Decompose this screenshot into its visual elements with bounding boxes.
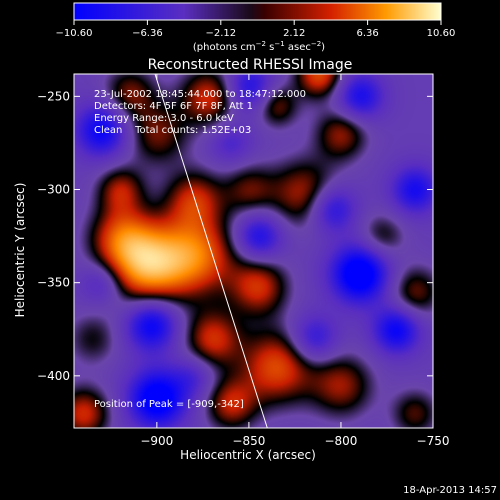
colorbar-tick-label: −6.36 xyxy=(132,28,163,39)
y-tick-label: −400 xyxy=(37,369,70,383)
annotation-clean-counts: Clean Total counts: 1.52E+03 xyxy=(94,125,251,136)
plot-frame xyxy=(73,73,434,429)
footer-timestamp: 18-Apr-2013 14:57 xyxy=(403,485,497,496)
x-axis-label: Heliocentric X (arcsec) xyxy=(180,448,316,462)
y-tick-label: −250 xyxy=(37,89,70,103)
colorbar-tick-label: −10.60 xyxy=(55,28,92,39)
annotation-time-range: 23-Jul-2002 18:45:44.000 to 18:47:12.000 xyxy=(94,89,306,100)
x-tick-label: −800 xyxy=(324,434,357,448)
y-tick-label: −300 xyxy=(37,183,70,197)
y-tick-label: −350 xyxy=(37,276,70,290)
x-tick-label: −850 xyxy=(232,434,265,448)
colorbar-tick-label: 2.12 xyxy=(283,28,305,39)
annotation-energy-range: Energy Range: 3.0 - 6.0 keV xyxy=(94,113,234,124)
limb-line xyxy=(154,73,268,429)
chart-title: Reconstructed RHESSI Image xyxy=(148,57,353,73)
colorbar-tick-label: 10.60 xyxy=(427,28,456,39)
colorbar: −10.60 −6.36 −2.12 2.12 6.36 10.60 (photons c… xyxy=(55,2,455,53)
colorbar-tick-label: 6.36 xyxy=(356,28,378,39)
x-tick-label: −900 xyxy=(140,434,173,448)
annotation-detectors: Detectors: 4F 5F 6F 7F 8F, Att 1 xyxy=(94,101,253,112)
x-tick-label: −750 xyxy=(417,434,450,448)
heatmap-image xyxy=(74,74,433,428)
annotations: 23-Jul-2002 18:45:44.000 to 18:47:12.000… xyxy=(94,89,306,410)
colorbar-ticks: −10.60 −6.36 −2.12 2.12 6.36 10.60 xyxy=(55,20,455,39)
y-axis-label: Heliocentric Y (arcsec) xyxy=(13,183,27,318)
colorbar-unit-label: (photons cm−2 s−1 asec−2) xyxy=(193,40,325,53)
annotation-peak-position: Position of Peak = [-909,-342] xyxy=(94,399,244,410)
colorbar-tick-label: −2.12 xyxy=(205,28,236,39)
axis-ticks: −900 −850 −800 −750 −400 −350 −300 −250 xyxy=(37,74,449,448)
colorbar-gradient xyxy=(73,2,442,21)
plot-area: −900 −850 −800 −750 −400 −350 −300 −250 xyxy=(37,73,449,448)
